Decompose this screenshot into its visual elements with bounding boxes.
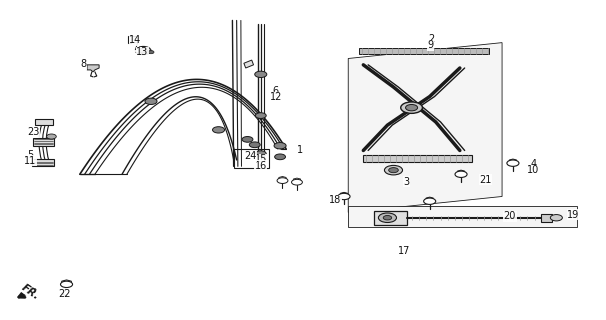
Circle shape xyxy=(338,193,350,200)
Circle shape xyxy=(550,215,562,221)
Circle shape xyxy=(291,179,302,185)
Circle shape xyxy=(213,127,225,133)
Text: 7: 7 xyxy=(132,42,138,52)
Bar xyxy=(32,159,55,166)
Text: 13: 13 xyxy=(136,47,148,57)
Polygon shape xyxy=(244,60,253,68)
Text: 19: 19 xyxy=(567,210,579,220)
Circle shape xyxy=(47,134,56,139)
Polygon shape xyxy=(348,43,502,212)
Circle shape xyxy=(139,48,147,53)
Polygon shape xyxy=(341,192,348,196)
Circle shape xyxy=(455,171,467,178)
Text: 1: 1 xyxy=(297,145,303,155)
Text: 10: 10 xyxy=(527,165,539,175)
Circle shape xyxy=(255,113,266,118)
Circle shape xyxy=(405,105,418,111)
Circle shape xyxy=(255,151,266,156)
Bar xyxy=(541,214,552,222)
Text: 5: 5 xyxy=(27,150,33,160)
Circle shape xyxy=(378,213,396,222)
Text: 11: 11 xyxy=(24,156,36,166)
Polygon shape xyxy=(458,170,465,174)
Circle shape xyxy=(388,168,398,173)
Bar xyxy=(359,48,489,54)
Polygon shape xyxy=(426,197,433,201)
Text: 8: 8 xyxy=(81,59,87,69)
Polygon shape xyxy=(348,206,578,227)
Circle shape xyxy=(249,142,260,148)
Polygon shape xyxy=(279,177,286,180)
Text: 16: 16 xyxy=(255,161,267,171)
Text: 22: 22 xyxy=(58,289,71,299)
Circle shape xyxy=(255,71,267,77)
Polygon shape xyxy=(293,178,301,182)
Text: 24: 24 xyxy=(244,151,257,161)
Circle shape xyxy=(61,281,73,288)
Text: 4: 4 xyxy=(530,159,536,169)
Text: 17: 17 xyxy=(398,246,410,256)
Text: 3: 3 xyxy=(404,177,410,187)
Bar xyxy=(33,138,55,146)
Text: 12: 12 xyxy=(270,92,282,102)
Circle shape xyxy=(145,98,157,105)
Polygon shape xyxy=(87,65,99,72)
Circle shape xyxy=(274,142,286,149)
Circle shape xyxy=(135,46,151,55)
Text: 15: 15 xyxy=(255,154,267,164)
Text: 14: 14 xyxy=(129,35,141,45)
Circle shape xyxy=(384,165,402,175)
Text: 20: 20 xyxy=(504,211,516,221)
Bar xyxy=(364,155,472,162)
Text: FR.: FR. xyxy=(19,283,41,302)
Circle shape xyxy=(424,198,436,204)
Circle shape xyxy=(242,137,253,142)
Circle shape xyxy=(148,51,154,54)
Bar xyxy=(128,36,138,43)
Circle shape xyxy=(275,154,285,160)
Circle shape xyxy=(383,215,391,220)
Text: 6: 6 xyxy=(273,86,279,96)
Text: 23: 23 xyxy=(27,127,39,137)
Text: 9: 9 xyxy=(428,40,434,50)
Bar xyxy=(35,119,53,125)
Text: 2: 2 xyxy=(428,34,434,44)
Circle shape xyxy=(507,160,519,166)
Polygon shape xyxy=(62,280,72,285)
Text: 18: 18 xyxy=(330,195,342,205)
Circle shape xyxy=(401,102,422,113)
Bar xyxy=(374,211,407,225)
Bar xyxy=(234,149,268,168)
Circle shape xyxy=(277,178,288,183)
Polygon shape xyxy=(509,159,516,163)
Text: 21: 21 xyxy=(479,175,492,185)
